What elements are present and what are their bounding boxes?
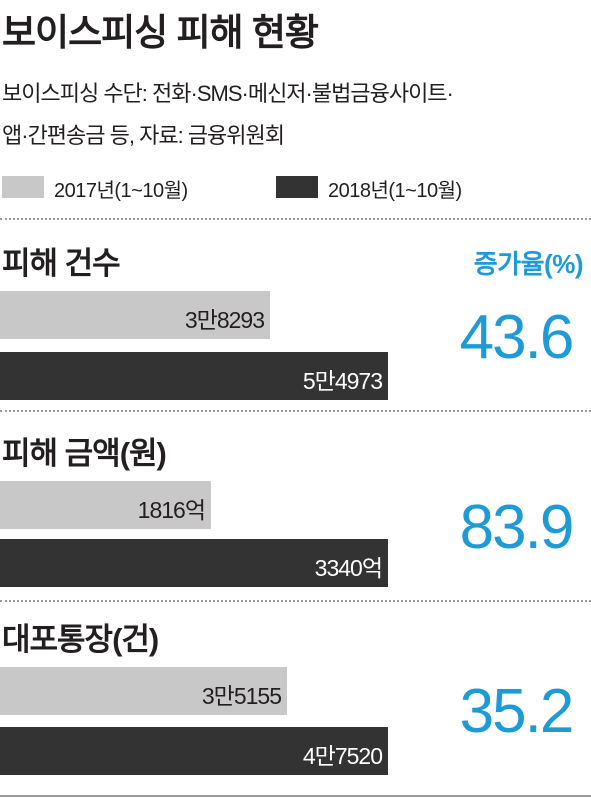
bar-amount-2017: 1816억: [0, 481, 211, 529]
legend-swatch-2017: [2, 176, 44, 198]
divider: [0, 600, 591, 602]
subtitle-line-1: 보이스피싱 수단: 전화·SMS·메신저·불법금융사이트·: [2, 81, 454, 106]
bar-label: 3340억: [314, 555, 383, 581]
legend-swatch-2018: [276, 176, 318, 198]
legend-label-2017: 2017년(1~10월): [54, 180, 188, 202]
divider: [0, 218, 591, 220]
rate-accounts: 35.2: [459, 677, 575, 746]
bar-label: 3만8293: [184, 307, 265, 333]
legend-label-2018: 2018년(1~10월): [328, 180, 462, 202]
bar-cases-2018: 5만4973: [0, 352, 388, 400]
subtitle-line-2: 앱·간편송금 등, 자료: 금융위원회: [2, 123, 285, 148]
bar-label: 4만7520: [302, 743, 383, 769]
bar-label: 3만5155: [201, 683, 282, 709]
bar-accounts-2018: 4만7520: [0, 727, 388, 775]
panel-title-cases: 피해 건수: [2, 246, 121, 281]
divider: [0, 410, 591, 412]
bar-label: 5만4973: [302, 368, 383, 394]
bar-amount-2018: 3340억: [0, 539, 388, 587]
rate-amount: 83.9: [459, 493, 575, 562]
legend: 2017년(1~10월) 2018년(1~10월): [0, 172, 591, 202]
rate-header: 증가율(%): [473, 249, 584, 279]
bar-label: 1816억: [137, 497, 206, 523]
panel-title-amount: 피해 금액(원): [2, 436, 167, 471]
bottom-rule: [0, 795, 591, 797]
chart-title: 보이스피싱 피해 현황: [2, 12, 319, 53]
bar-accounts-2017: 3만5155: [0, 667, 287, 715]
panel-title-accounts: 대포통장(건): [2, 622, 159, 657]
bar-cases-2017: 3만8293: [0, 291, 270, 339]
rate-cases: 43.6: [459, 303, 575, 372]
